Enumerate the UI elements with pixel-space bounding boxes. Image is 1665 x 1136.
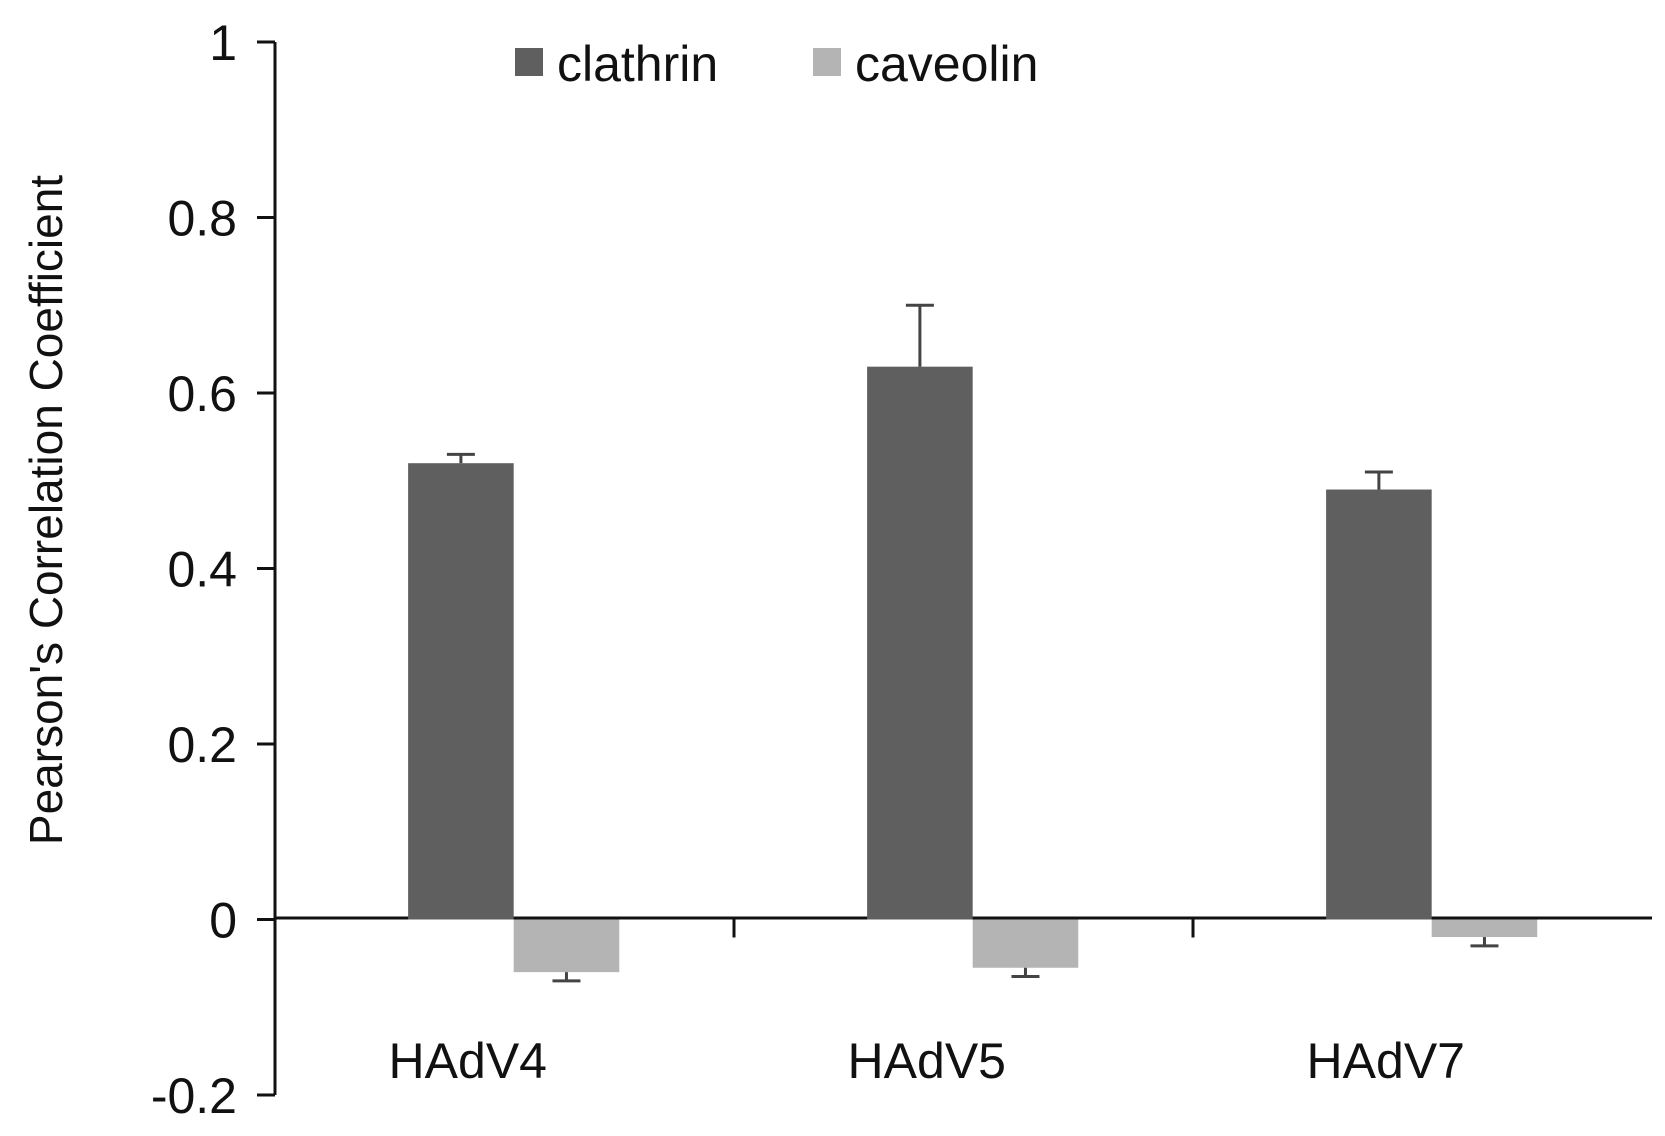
y-axis-title: Pearson's Correlation Coefficient	[20, 175, 72, 845]
bar-caveolin-HAdV7	[1431, 919, 1538, 938]
category-label: HAdV4	[389, 1033, 547, 1089]
bar-clathrin-HAdV5	[867, 366, 973, 920]
legend: clathrin caveolin	[515, 36, 1038, 92]
y-tick-label: 0	[209, 893, 237, 949]
y-tick-label: 0.2	[167, 717, 237, 773]
y-tick-label: 0.8	[167, 191, 237, 247]
category-label: HAdV7	[1307, 1033, 1465, 1089]
y-tick-label: 0.6	[167, 366, 237, 422]
y-tick-label: 0.4	[167, 542, 237, 598]
legend-swatch-caveolin	[813, 48, 841, 76]
bar-caveolin-HAdV4	[513, 919, 620, 973]
y-tick-label: 1	[209, 15, 237, 71]
legend-label-caveolin: caveolin	[855, 36, 1038, 92]
legend-label-clathrin: clathrin	[557, 36, 718, 92]
bar-caveolin-HAdV5	[972, 919, 1079, 968]
category-label: HAdV5	[848, 1033, 1006, 1089]
legend-swatch-clathrin	[515, 48, 543, 76]
bar-clathrin-HAdV4	[408, 463, 514, 920]
y-tick-label: -0.2	[151, 1068, 237, 1124]
bar-clathrin-HAdV7	[1326, 489, 1432, 920]
